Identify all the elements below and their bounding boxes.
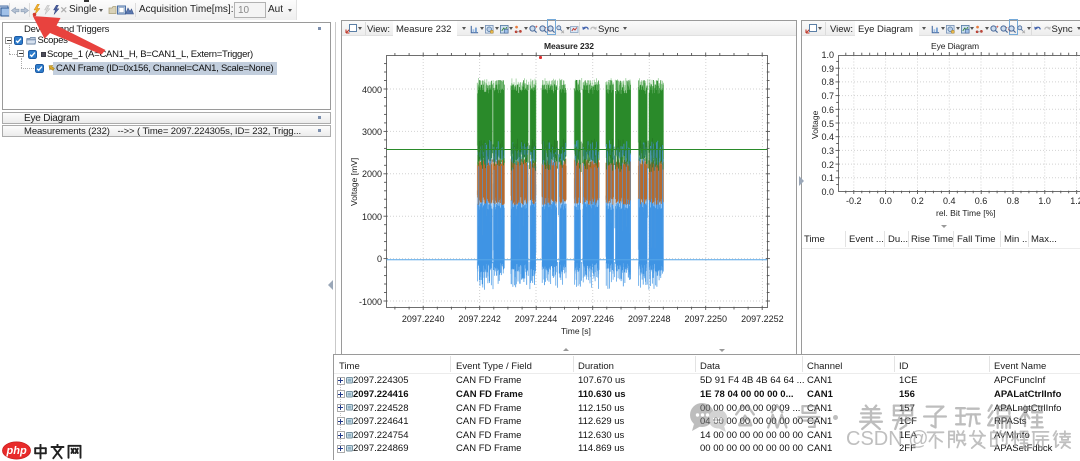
svg-text:+: +: [535, 25, 538, 30]
svg-text:+: +: [996, 25, 999, 30]
svg-text:-: -: [545, 25, 547, 30]
svg-text:php: php: [6, 445, 27, 457]
svg-text:-: -: [1006, 25, 1008, 30]
